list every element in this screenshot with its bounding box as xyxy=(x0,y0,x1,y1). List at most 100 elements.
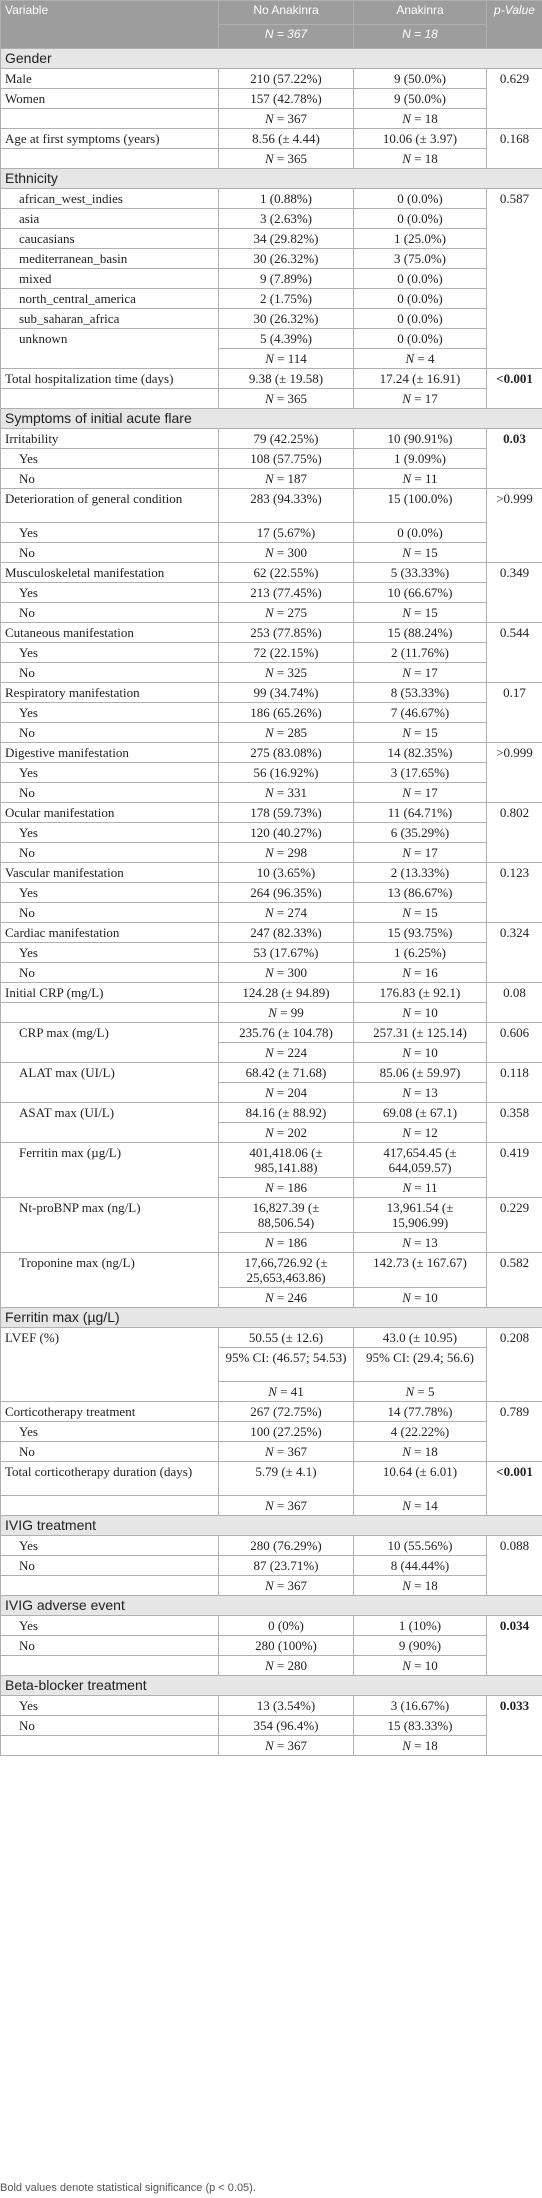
table-row: Irritability 79 (42.25%) 10 (90.91%) 0.03 xyxy=(0,428,542,489)
n-value: = 365 xyxy=(273,151,307,166)
value-cell: 10 (90.91%) xyxy=(353,428,487,449)
n-count-cell: N = 17 xyxy=(353,662,487,683)
table-row: Yes 108 (57.75%) 1 (9.09%) xyxy=(0,448,542,469)
n-value: = 18 xyxy=(410,1444,438,1459)
empty-label-cell xyxy=(0,108,219,129)
variable-label: No xyxy=(0,902,219,923)
table-row: Ferritin max (µg/L) 401,418.06 (± 985,141… xyxy=(0,1142,542,1198)
variable-label: north_central_america xyxy=(0,288,219,309)
n-symbol: N xyxy=(402,391,411,406)
table-row: CRP max (mg/L) 235.76 (± 104.78) 257.31 (±… xyxy=(0,1022,542,1063)
value-cell: 354 (96.4%) xyxy=(218,1715,354,1736)
value-cell: 9 (7.89%) xyxy=(218,268,354,289)
n-count-cell: N = 5 xyxy=(353,1381,487,1402)
variable-label: Musculoskeletal manifestation xyxy=(0,562,219,583)
value-cell: 0 (0.0%) xyxy=(353,268,487,289)
n-count-cell: N = 367 xyxy=(218,1495,354,1516)
variable-label: No xyxy=(0,1441,219,1462)
n-symbol: N xyxy=(402,785,411,800)
table-row: Yes 186 (65.26%) 7 (46.67%) xyxy=(0,702,542,723)
n-symbol: N xyxy=(402,111,411,126)
n-value: = 10 xyxy=(410,1658,438,1673)
table-row: Musculoskeletal manifestation 62 (22.55%)… xyxy=(0,562,542,623)
variable-label: Yes xyxy=(0,582,219,603)
n-symbol: N xyxy=(402,605,411,620)
value-cell: 1 (25.0%) xyxy=(353,228,487,249)
table-row: Yes 100 (27.25%) 4 (22.22%) xyxy=(0,1421,542,1442)
table-row: No N = 300 N = 15 xyxy=(0,542,542,563)
table-row: mediterranean_basin 30 (26.32%) 3 (75.0%) xyxy=(0,248,542,269)
variable-label: Ferritin max (µg/L) xyxy=(0,1142,219,1198)
n-value: = 15 xyxy=(410,605,438,620)
value-cell: 43.0 (± 10.95) xyxy=(353,1327,487,1348)
n-symbol: N xyxy=(264,1290,274,1305)
section-row: Gender xyxy=(0,48,542,69)
n-symbol: N xyxy=(405,1384,415,1399)
n-symbol: N xyxy=(264,1045,274,1060)
value-cell: 267 (72.75%) xyxy=(218,1401,354,1422)
value-cell: 53 (17.67%) xyxy=(218,942,354,963)
variable-label: Troponine max (ng/L) xyxy=(0,1252,219,1308)
n-symbol: N xyxy=(268,1384,277,1399)
variable-label: Deterioration of general condition xyxy=(0,488,219,523)
n-symbol: N xyxy=(264,151,274,166)
table-row: No N = 275 N = 15 xyxy=(0,602,542,623)
table-row: No N = 367 N = 18 xyxy=(0,1441,542,1462)
header-n-anakinra: N = 18 xyxy=(353,24,487,49)
n-count-row: N = 186 N = 13 xyxy=(1,1232,542,1253)
n-symbol: N xyxy=(264,545,274,560)
n-value: = 10 xyxy=(410,1005,438,1020)
section-row: IVIG adverse event xyxy=(0,1595,542,1616)
empty-label-cell xyxy=(0,148,219,169)
value-cell: 186 (65.26%) xyxy=(218,702,354,723)
value-cell: 10 (66.67%) xyxy=(353,582,487,603)
n-symbol: N xyxy=(402,1290,411,1305)
table-row: No N = 298 N = 17 xyxy=(0,842,542,863)
n-value: = 11 xyxy=(411,1180,438,1195)
n-symbol: N xyxy=(264,605,274,620)
variable-label: CRP max (mg/L) xyxy=(0,1022,219,1063)
variable-label: Irritability xyxy=(0,428,219,449)
p-value-cell: 0.033 xyxy=(486,1695,542,1756)
n-value: = 365 xyxy=(273,391,307,406)
n-count-row: N = 204 N = 13 xyxy=(1,1082,542,1103)
n-count-cell: N = 285 xyxy=(218,722,354,743)
n-value: = 17 xyxy=(410,391,438,406)
n-count-cell: N = 186 xyxy=(218,1177,354,1198)
empty-label-cell xyxy=(0,388,219,409)
n-symbol: N xyxy=(402,1738,411,1753)
p-value-cell: 0.03 xyxy=(486,428,542,489)
n-count-cell: N = 187 xyxy=(218,468,354,489)
header-no-anakinra: No Anakinra xyxy=(218,0,354,25)
n-value: = 367 xyxy=(273,1444,307,1459)
value-cell: 235.76 (± 104.78) xyxy=(218,1022,354,1043)
n-value: = 18 xyxy=(410,111,438,126)
n-symbol: N xyxy=(264,1085,274,1100)
n-count-row: N = 367 N = 18 xyxy=(0,1735,542,1756)
value-cell: 4 (22.22%) xyxy=(353,1421,487,1442)
variable-label: Total corticotherapy duration (days) xyxy=(0,1461,219,1496)
n-count-cell: N = 15 xyxy=(353,602,487,623)
value-cell: 95% CI: (29.4; 56.6) xyxy=(353,1347,487,1382)
n-count-cell: N = 11 xyxy=(353,468,487,489)
value-cell: 3 (16.67%) xyxy=(353,1695,487,1716)
value-cell: 178 (59.73%) xyxy=(218,802,354,823)
value-cell: 100 (27.25%) xyxy=(218,1421,354,1442)
n-value: = 186 xyxy=(273,1180,307,1195)
p-value-cell: 0.208 xyxy=(486,1327,542,1402)
section-title: IVIG treatment xyxy=(0,1515,542,1536)
variable-label: Yes xyxy=(0,1535,219,1556)
empty-label-cell xyxy=(0,1735,219,1756)
n-value: = 14 xyxy=(410,1498,438,1513)
n-value: = 114 xyxy=(273,351,307,366)
n-value: = 367 xyxy=(273,1578,307,1593)
table-row: Vascular manifestation 10 (3.65%) 2 (13.33… xyxy=(0,862,542,923)
value-cell: 0 (0%) xyxy=(218,1615,354,1636)
value-cell: 0 (0.0%) xyxy=(353,522,487,543)
variable-label: asia xyxy=(0,208,219,229)
n-symbol: N xyxy=(264,1658,274,1673)
n-count-cell: N = 10 xyxy=(353,1042,487,1063)
table-row: sub_saharan_africa 30 (26.32%) 0 (0.0%) xyxy=(0,308,542,329)
p-value-cell: 0.118 xyxy=(486,1062,542,1103)
value-cell: 283 (94.33%) xyxy=(218,488,354,523)
